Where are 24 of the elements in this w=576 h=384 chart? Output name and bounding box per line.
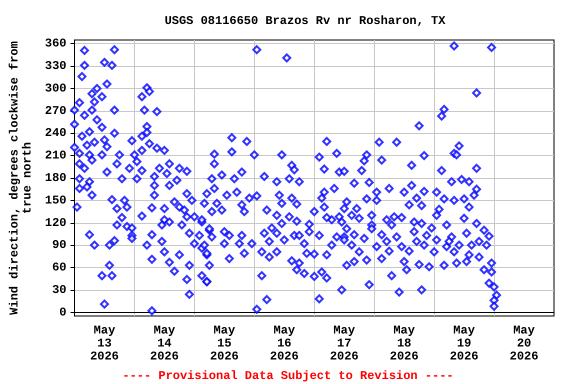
x-tick-label: May 18 2026: [390, 324, 419, 364]
x-tick-label: May 15 2026: [210, 324, 239, 364]
y-tick-label: 330: [44, 59, 67, 74]
text: ---- Provisional Data Subject to Revision ----: [122, 369, 454, 383]
y-axis-title: Wind direction, degrees clockwise from true north: [8, 41, 34, 315]
x-tick-label: May 13 2026: [90, 324, 119, 364]
x-tick-label: May 20 2026: [510, 324, 538, 364]
x-tick-label: May 17 2026: [330, 324, 359, 364]
x-tick-label: May 19 2026: [450, 324, 478, 364]
y-tick-label: 60: [52, 260, 67, 275]
y-tick-label: 150: [44, 193, 67, 208]
y-tick-label: 120: [44, 216, 67, 230]
chart-title: USGS 08116650 Brazos Rv nr Rosharon, TX: [164, 14, 446, 28]
y-tick-label: 90: [52, 238, 67, 252]
y-tick-label: 300: [44, 81, 67, 96]
y-tick-label: 240: [44, 126, 67, 140]
x-tick-label: May 14 2026: [150, 324, 179, 364]
y-tick-label: 0: [59, 305, 67, 320]
x-tick-label: May 16 2026: [270, 324, 299, 364]
y-tick-label: 360: [44, 36, 67, 51]
y-tick-label: 210: [44, 148, 67, 163]
y-tick-label: 30: [52, 282, 67, 297]
y-tick-label: 180: [44, 171, 67, 185]
y-tick-label: 270: [44, 104, 67, 118]
